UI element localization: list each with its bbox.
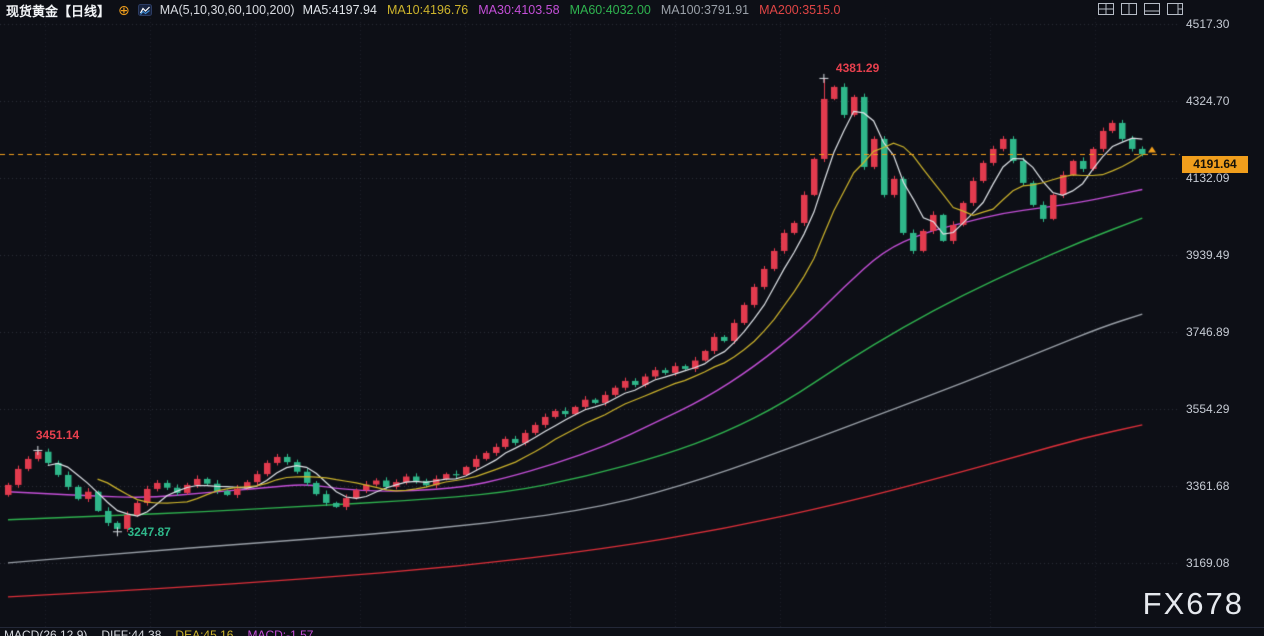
ma-legend: MA5:4197.94 MA10:4196.76 MA30:4103.58 MA60:… (303, 3, 841, 17)
macd-indicator-label: MACD(26,12,9) (4, 628, 88, 636)
layout-columns-icon[interactable] (1121, 3, 1137, 15)
price-annotation: 4381.29 (835, 61, 880, 76)
current-price-badge: 4191.64 (1182, 156, 1248, 173)
y-axis-tick: 3169.08 (1186, 556, 1230, 571)
ma-value-ma60: MA60:4032.00 (569, 3, 651, 17)
macd-diff-value: DIFF:44.38 (101, 628, 162, 636)
y-axis-tick: 3746.89 (1186, 325, 1230, 340)
y-axis-tick: 3554.29 (1186, 402, 1230, 417)
price-annotation: 3451.14 (35, 428, 80, 443)
y-axis-tick: 3939.49 (1186, 248, 1230, 263)
ma-group-label: MA(5,10,30,60,100,200) (159, 3, 295, 17)
macd-dea-value: DEA:45.16 (175, 628, 234, 636)
y-axis-tick: 4132.09 (1186, 171, 1230, 186)
y-axis-tick: 4517.30 (1186, 17, 1230, 31)
ma-value-ma30: MA30:4103.58 (478, 3, 560, 17)
indicator-icon[interactable] (137, 4, 152, 16)
ma-value-ma200: MA200:3515.0 (759, 3, 841, 17)
y-axis-tick: 4324.70 (1186, 94, 1230, 109)
macd-panel-edge: MACD(26,12,9) DIFF:44.38 DEA:45.16 MACD:… (0, 627, 1264, 636)
layout-quad-icon[interactable] (1098, 3, 1114, 15)
y-axis-tick: 3361.68 (1186, 479, 1230, 494)
layout-expand-icon[interactable] (1167, 3, 1183, 15)
layout-rows-icon[interactable] (1144, 3, 1160, 15)
ma-value-ma10: MA10:4196.76 (386, 3, 469, 17)
price-annotation: 3247.87 (127, 524, 171, 539)
macd-legend-row: MACD(26,12,9) DIFF:44.38 DEA:45.16 MACD:… (0, 628, 1264, 636)
add-indicator-icon[interactable]: ⊕ (118, 2, 130, 18)
ma-value-ma5: MA5:4197.94 (302, 3, 377, 17)
watermark: FX678 (1142, 586, 1244, 621)
symbol-title: 现货黄金【日线】 (6, 3, 111, 19)
chart-toolbar (1098, 3, 1183, 15)
ma-value-ma100: MA100:3791.91 (660, 3, 750, 17)
macd-value: MACD:-1.57 (247, 628, 314, 636)
chart-header: 现货黄金【日线】 ⊕ MA(5,10,30,60,100,200) MA5:41… (6, 2, 841, 19)
